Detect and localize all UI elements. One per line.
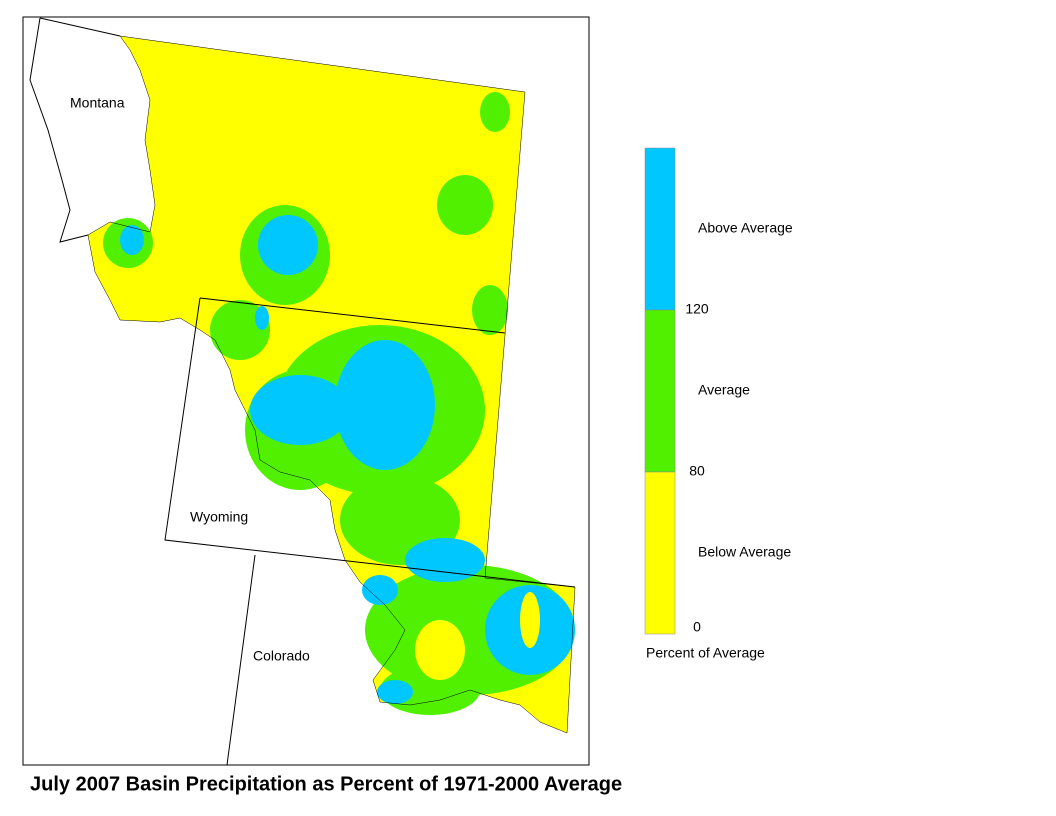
legend-swatch [644, 147, 676, 311]
map-title: July 2007 Basin Precipitation as Percent… [30, 773, 622, 795]
above-average-area [120, 225, 144, 255]
average-area [480, 92, 510, 132]
state-label: Montana [70, 95, 125, 111]
above-average-area [377, 680, 413, 704]
below-average-area [520, 592, 540, 648]
state-outlines [29, 17, 576, 766]
state-label: Colorado [253, 648, 310, 664]
basin-precipitation [88, 36, 575, 733]
above-average-area [335, 340, 435, 470]
state-label: Wyoming [190, 509, 248, 525]
above-average-area [258, 215, 318, 275]
legend-label: Below Average [698, 544, 791, 560]
legend-label: Average [698, 382, 750, 398]
legend-tick-label: 80 [689, 463, 705, 479]
state-boundary [226, 554, 256, 766]
average-area [472, 285, 508, 335]
above-average-area [250, 375, 350, 445]
legend-tick-label: 0 [693, 619, 701, 635]
legend: Above Average Average Below Average 120 80 0 P… [644, 147, 793, 661]
below-average-area [415, 620, 465, 680]
basin-boundary [87, 35, 576, 734]
legend-caption: Percent of Average [646, 645, 765, 661]
above-average-area [405, 538, 485, 582]
legend-swatch [644, 471, 676, 635]
legend-swatch [644, 309, 676, 473]
state-boundary [29, 17, 89, 243]
legend-tick-label: 120 [685, 301, 709, 317]
average-area [210, 300, 270, 360]
average-area [437, 175, 493, 235]
state-boundary [164, 297, 576, 588]
legend-label: Above Average [698, 220, 793, 236]
state-boundary [39, 17, 121, 37]
above-average-area [255, 306, 269, 330]
average-area [380, 665, 480, 715]
state-boundary [199, 297, 506, 334]
above-average-area [362, 575, 398, 605]
